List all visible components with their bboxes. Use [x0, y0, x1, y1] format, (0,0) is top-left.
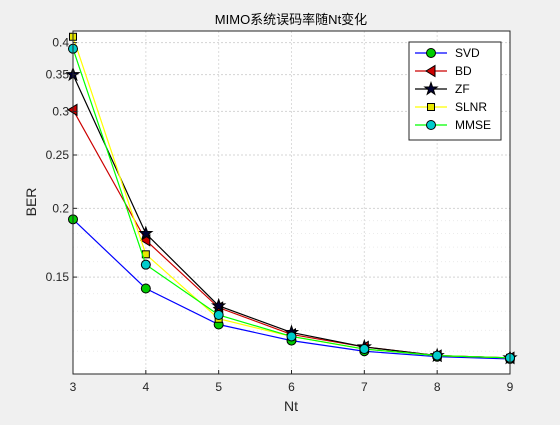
legend-entry-slnr: SLNR [415, 100, 487, 114]
x-tick-label: 9 [507, 380, 514, 394]
x-tick-label: 5 [215, 380, 222, 394]
y-tick-label: 0.25 [46, 148, 70, 162]
x-tick-label: 8 [434, 380, 441, 394]
legend-marker-mmse [426, 120, 436, 130]
x-axis-label: Nt [284, 398, 298, 414]
legend-box [408, 41, 502, 141]
legend-marker-bd [425, 64, 436, 78]
data-point-zf [211, 297, 227, 313]
y-tick-label: 0.15 [46, 270, 70, 284]
legend-label-zf: ZF [455, 82, 470, 96]
legend-label-bd: BD [455, 64, 472, 78]
legend-label-mmse: MMSE [455, 118, 491, 132]
x-tick-label: 7 [361, 380, 368, 394]
x-tick-label: 3 [70, 380, 77, 394]
axis-ticks: 3 4 5 6 7 8 9 0.15 0.2 0.25 0.3 0.35 0.4 [46, 36, 514, 394]
legend-marker-svd [426, 48, 436, 58]
x-tick-label: 4 [142, 380, 149, 394]
y-tick-label: 0.4 [52, 36, 69, 50]
y-tick-label: 0.3 [52, 104, 69, 118]
legend-label-slnr: SLNR [455, 100, 487, 114]
legend-entry-zf: ZF [415, 80, 470, 96]
data-point-mmse [140, 259, 151, 270]
y-tick-label: 0.2 [52, 201, 69, 215]
data-point-zf [138, 225, 154, 241]
x-tick-label: 6 [288, 380, 295, 394]
legend-entry-mmse: MMSE [415, 118, 491, 132]
legend-entry-bd: BD [415, 64, 472, 78]
y-axis-label: BER [23, 188, 39, 217]
data-point-mmse [359, 344, 370, 355]
legend: SVD BD ZF SLNR MMSE [408, 41, 502, 141]
legend-entry-svd: SVD [415, 46, 480, 60]
chart-title: MIMO系统误码率随Nt变化 [215, 12, 367, 27]
data-point-svd [140, 283, 151, 294]
data-point-mmse [432, 350, 443, 361]
data-point-mmse [213, 309, 224, 320]
grid-lines [73, 31, 510, 374]
data-point-mmse [286, 331, 297, 342]
legend-label-svd: SVD [455, 46, 480, 60]
legend-marker-slnr [427, 103, 435, 111]
legend-marker-zf [423, 80, 439, 96]
y-tick-label: 0.35 [46, 68, 70, 82]
